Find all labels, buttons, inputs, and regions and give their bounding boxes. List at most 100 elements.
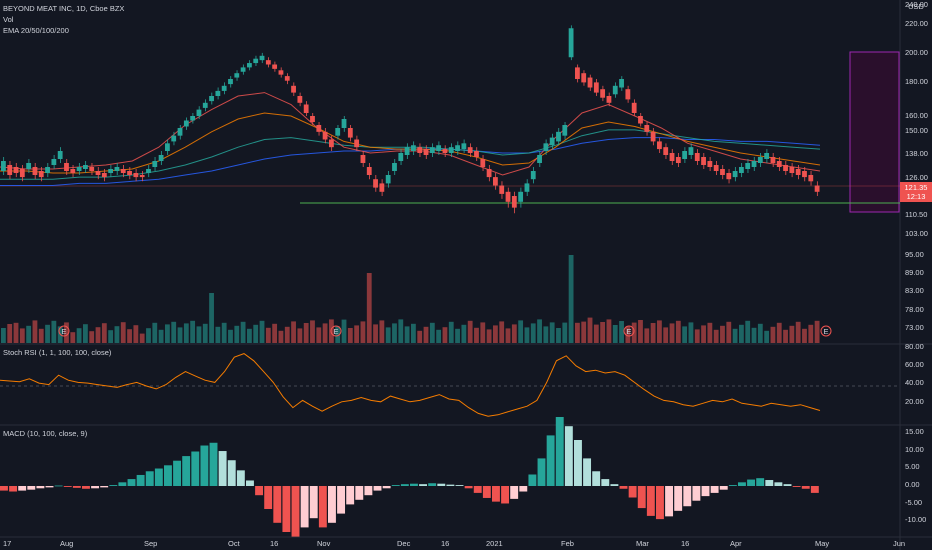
volume-bar bbox=[739, 324, 744, 343]
price-candle bbox=[95, 171, 101, 175]
macd-histogram-bar bbox=[9, 486, 18, 492]
price-axis-tick: 180.00 bbox=[905, 77, 928, 86]
stoch-axis-tick: 80.00 bbox=[905, 342, 924, 351]
macd-histogram-bar bbox=[309, 486, 318, 519]
volume-bar bbox=[713, 329, 719, 343]
macd-histogram-bar bbox=[328, 486, 336, 523]
time-axis-tick: 2021 bbox=[486, 539, 503, 548]
price-candle bbox=[499, 185, 505, 194]
price-candle bbox=[379, 183, 385, 192]
price-candle bbox=[543, 143, 549, 151]
macd-histogram-bar bbox=[282, 486, 291, 532]
macd-histogram-bar bbox=[728, 485, 737, 486]
price-candle bbox=[158, 155, 164, 161]
time-axis-tick: Dec bbox=[397, 539, 411, 548]
macd-histogram-bar bbox=[27, 486, 36, 490]
ema-50-line bbox=[0, 112, 821, 174]
price-candle bbox=[57, 151, 63, 159]
macd-histogram-bar bbox=[555, 417, 564, 486]
price-candle bbox=[310, 116, 315, 122]
macd-histogram-bar bbox=[54, 485, 63, 487]
price-candle bbox=[209, 96, 214, 102]
macd-histogram-bar bbox=[145, 471, 154, 486]
volume-bar bbox=[486, 329, 492, 343]
volume-bar bbox=[493, 325, 498, 343]
stoch-axis-tick: 60.00 bbox=[905, 360, 924, 369]
price-candle bbox=[13, 167, 19, 173]
macd-histogram-bar bbox=[346, 486, 355, 505]
price-candle bbox=[253, 58, 259, 64]
volume-bar bbox=[549, 322, 555, 343]
volume-bar bbox=[89, 331, 95, 343]
volume-bar bbox=[480, 322, 486, 343]
price-candle bbox=[316, 125, 322, 132]
volume-bar bbox=[366, 273, 372, 343]
macd-histogram-bar bbox=[692, 486, 701, 501]
time-axis-tick: Mar bbox=[636, 539, 649, 548]
macd-histogram-bar bbox=[291, 486, 300, 537]
price-candle bbox=[392, 163, 397, 171]
earnings-marker-label: E bbox=[61, 327, 66, 336]
price-axis-tick: 138.00 bbox=[905, 149, 928, 158]
macd-histogram-bar bbox=[0, 486, 8, 491]
price-candle bbox=[120, 169, 126, 173]
price-candle bbox=[720, 169, 725, 175]
macd-histogram-bar bbox=[410, 483, 418, 486]
macd-histogram-bar bbox=[492, 486, 500, 502]
volume-bar bbox=[587, 317, 593, 343]
price-candle bbox=[183, 120, 189, 127]
volume-bar bbox=[745, 320, 751, 343]
macd-histogram-bar bbox=[209, 442, 218, 486]
earnings-marker-label: E bbox=[626, 327, 631, 336]
target-zone bbox=[849, 51, 900, 213]
volume-bar bbox=[177, 327, 183, 343]
volume-bar bbox=[38, 328, 44, 343]
stoch-legend: Stoch RSI (1, 1, 100, 100, close) bbox=[3, 347, 111, 358]
price-candle bbox=[177, 128, 183, 136]
time-axis-tick: Jun bbox=[893, 539, 905, 548]
macd-histogram-bar bbox=[446, 484, 455, 486]
volume-bar bbox=[543, 326, 549, 343]
volume-bar bbox=[335, 326, 341, 343]
price-candle bbox=[165, 143, 170, 151]
macd-histogram-bar bbox=[337, 486, 346, 514]
price-candle bbox=[726, 173, 732, 180]
macd-histogram-bar bbox=[154, 468, 163, 486]
volume-bar bbox=[650, 323, 656, 343]
price-candle bbox=[757, 157, 763, 163]
volume-bar bbox=[499, 321, 505, 343]
price-candle bbox=[675, 157, 681, 163]
price-candle bbox=[638, 116, 643, 124]
price-candle bbox=[26, 163, 32, 169]
volume-bar bbox=[619, 321, 624, 343]
price-candle bbox=[455, 145, 460, 151]
volume-bar bbox=[688, 322, 694, 343]
volume-bar bbox=[247, 328, 252, 343]
macd-histogram-bar bbox=[182, 456, 191, 486]
price-candle bbox=[335, 128, 341, 136]
stoch-axis-tick: 40.00 bbox=[905, 378, 924, 387]
macd-histogram-bar bbox=[701, 486, 710, 497]
price-axis-tick: 150.00 bbox=[905, 126, 928, 135]
volume-bar bbox=[240, 321, 246, 343]
macd-histogram-bar bbox=[428, 483, 437, 486]
macd-histogram-bar bbox=[455, 485, 464, 486]
price-candle bbox=[265, 60, 271, 65]
price-axis-tick: 126.00 bbox=[905, 173, 928, 182]
symbol-label: BEYOND MEAT INC, 1D, Cboe BZX bbox=[3, 4, 125, 13]
price-candle bbox=[776, 161, 782, 167]
volume-bar bbox=[701, 325, 706, 343]
volume-bar bbox=[423, 326, 429, 343]
price-candle bbox=[619, 79, 624, 88]
price-candle bbox=[259, 55, 265, 61]
macd-histogram-bar bbox=[519, 486, 528, 492]
volume-bar bbox=[442, 327, 448, 343]
volume-bar bbox=[518, 320, 524, 343]
volume-bar bbox=[146, 328, 151, 343]
macd-histogram-bar bbox=[400, 484, 409, 486]
volume-bar bbox=[694, 329, 700, 343]
price-candle bbox=[385, 175, 391, 184]
volume-bar bbox=[417, 330, 423, 343]
macd-axis-tick: -5.00 bbox=[905, 498, 922, 507]
